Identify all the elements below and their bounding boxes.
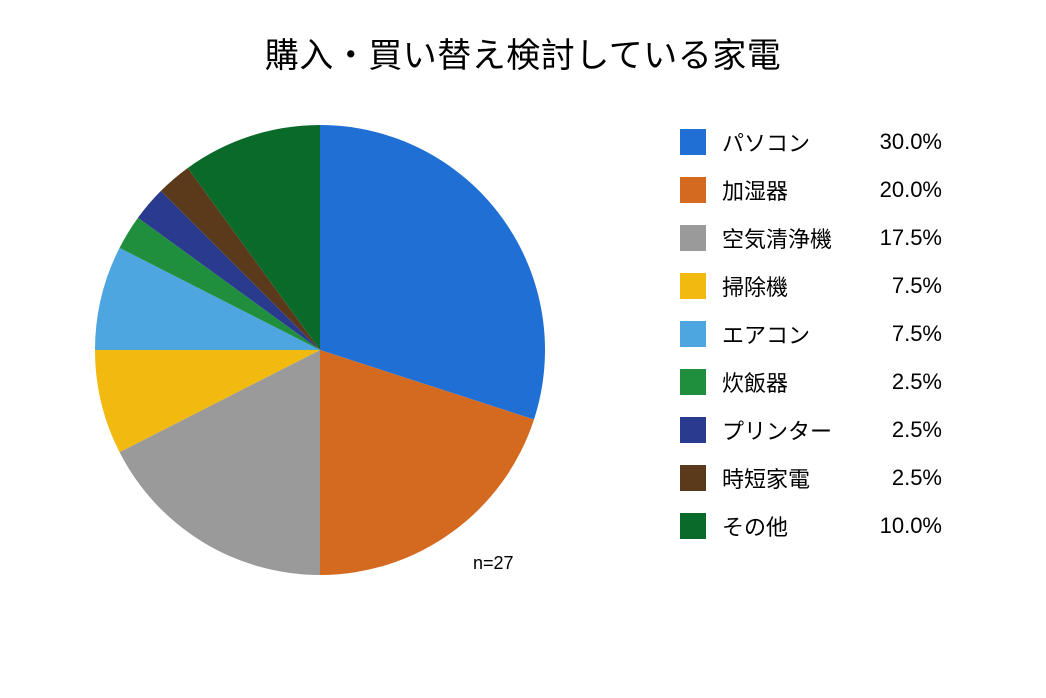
- sample-size-label: n=27: [473, 553, 514, 574]
- legend-swatch: [680, 129, 706, 155]
- legend-value: 2.5%: [852, 369, 942, 395]
- chart-container: 購入・買い替え検討している家電 n=27 パソコン30.0%加湿器20.0%空気…: [0, 0, 1046, 698]
- legend-value: 2.5%: [852, 465, 942, 491]
- legend-label: 掃除機: [722, 270, 852, 302]
- legend-label: 空気清浄機: [722, 222, 852, 254]
- legend-row: パソコン30.0%: [680, 118, 942, 166]
- legend-value: 20.0%: [852, 177, 942, 203]
- legend-value: 10.0%: [852, 513, 942, 539]
- legend-label: エアコン: [722, 318, 852, 350]
- legend-value: 7.5%: [852, 273, 942, 299]
- legend-swatch: [680, 465, 706, 491]
- legend-row: 掃除機7.5%: [680, 262, 942, 310]
- legend-value: 7.5%: [852, 321, 942, 347]
- legend-label: 加湿器: [722, 174, 852, 206]
- legend-label: 炊飯器: [722, 366, 852, 398]
- legend-label: パソコン: [722, 126, 852, 158]
- legend-swatch: [680, 321, 706, 347]
- legend-label: その他: [722, 510, 852, 542]
- legend-row: 時短家電2.5%: [680, 454, 942, 502]
- legend-row: 空気清浄機17.5%: [680, 214, 942, 262]
- pie-area: n=27: [80, 110, 560, 590]
- pie-chart: [80, 110, 560, 590]
- legend-swatch: [680, 513, 706, 539]
- legend-row: エアコン7.5%: [680, 310, 942, 358]
- legend-swatch: [680, 273, 706, 299]
- legend-swatch: [680, 369, 706, 395]
- legend-label: プリンター: [722, 414, 852, 446]
- legend-row: 炊飯器2.5%: [680, 358, 942, 406]
- chart-title: 購入・買い替え検討している家電: [0, 28, 1046, 77]
- legend-label: 時短家電: [722, 462, 852, 494]
- legend-swatch: [680, 177, 706, 203]
- legend-row: 加湿器20.0%: [680, 166, 942, 214]
- legend: パソコン30.0%加湿器20.0%空気清浄機17.5%掃除機7.5%エアコン7.…: [680, 118, 942, 550]
- legend-swatch: [680, 417, 706, 443]
- legend-value: 17.5%: [852, 225, 942, 251]
- legend-swatch: [680, 225, 706, 251]
- legend-row: その他10.0%: [680, 502, 942, 550]
- legend-row: プリンター2.5%: [680, 406, 942, 454]
- legend-value: 30.0%: [852, 129, 942, 155]
- legend-value: 2.5%: [852, 417, 942, 443]
